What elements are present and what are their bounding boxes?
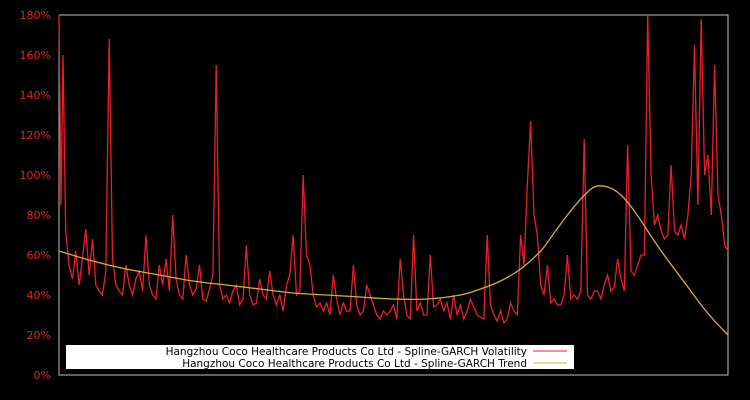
y-tick-label: 160%: [20, 49, 51, 62]
y-tick-label: 60%: [27, 249, 51, 262]
volatility-line: [58, 14, 729, 325]
y-tick-label: 20%: [27, 329, 51, 342]
y-tick-label: 0%: [34, 369, 51, 382]
y-tick-label: 80%: [27, 209, 51, 222]
legend-label-trend: Hangzhou Coco Healthcare Products Co Ltd…: [182, 358, 527, 370]
legend: Hangzhou Coco Healthcare Products Co Ltd…: [66, 345, 574, 370]
trend-line: [58, 185, 729, 336]
y-tick-label: 180%: [20, 9, 51, 22]
y-tick-label: 100%: [20, 169, 51, 182]
legend-box: [66, 345, 574, 369]
legend-label-volatility: Hangzhou Coco Healthcare Products Co Ltd…: [166, 346, 527, 358]
y-tick-label: 40%: [27, 289, 51, 302]
plot-frame: [58, 14, 729, 376]
y-tick-label: 120%: [20, 129, 51, 142]
y-axis-ticks: 0% 20% 40% 60% 80% 100% 120% 140% 160% 180%: [20, 9, 51, 382]
y-tick-label: 140%: [20, 89, 51, 102]
